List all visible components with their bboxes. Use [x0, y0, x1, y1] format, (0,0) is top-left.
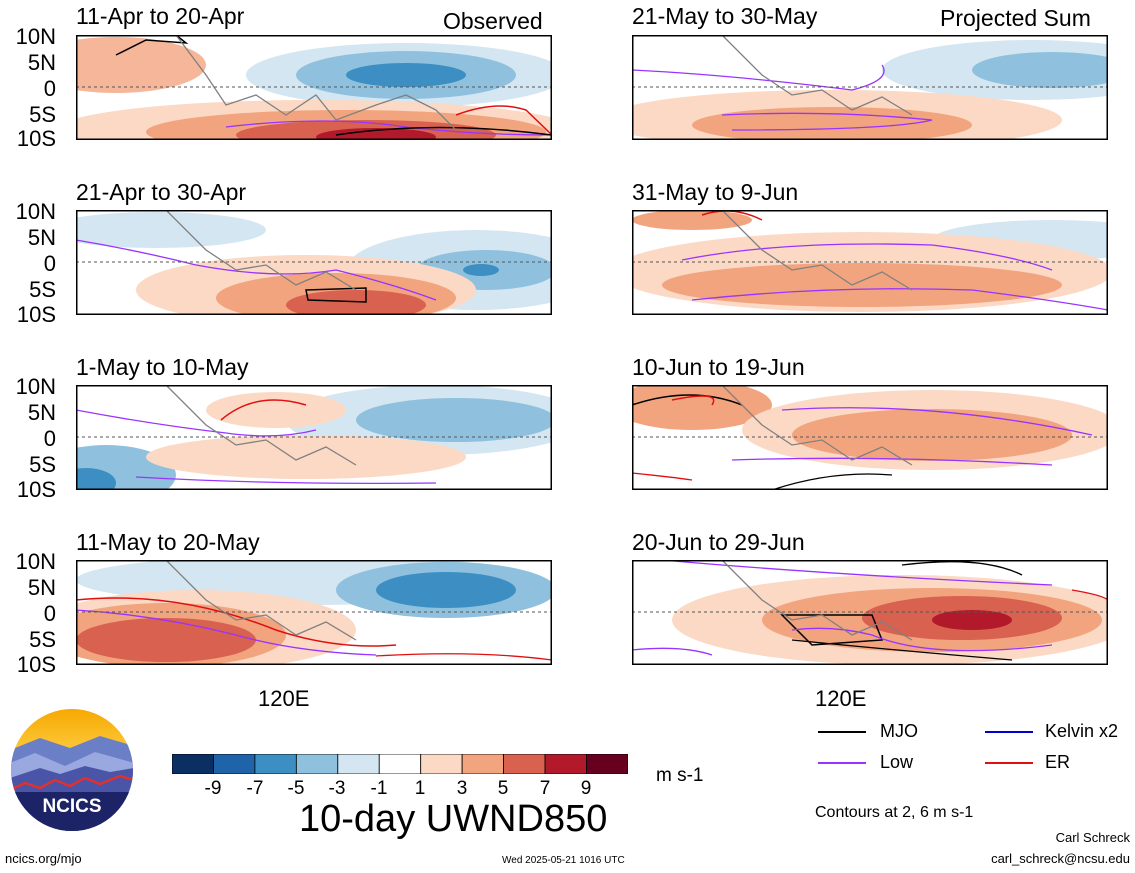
legend-label-kelvin: Kelvin x2: [1045, 721, 1119, 741]
variable-title: 10-day UWND850: [299, 798, 608, 840]
lat-tick-0: 0: [43, 601, 56, 626]
legend-line-low: [818, 762, 866, 764]
lat-tick-5n: 5N: [27, 400, 56, 425]
panel-title-5: 21-May to 30-May: [632, 3, 818, 29]
logo-text: NCICS: [42, 796, 101, 817]
map-panel-8: [632, 560, 1108, 665]
lon-tick-left: 120E: [258, 686, 310, 711]
lat-tick-5s: 5S: [29, 277, 56, 302]
timestamp: Wed 2025-05-21 1016 UTC: [502, 855, 625, 866]
projected-label: Projected Sum: [940, 5, 1091, 31]
lat-tick-10s: 10S: [16, 126, 56, 151]
legend-label-er: ER: [1045, 752, 1071, 772]
map-panel-4: [76, 560, 552, 665]
colorbar-tick: 3: [456, 778, 468, 799]
colorbar-tick: 9: [580, 778, 592, 799]
map-panel-7: [632, 385, 1108, 490]
map-panel-6: [632, 210, 1108, 315]
lat-tick-10n: 10N: [15, 549, 56, 574]
author-name: Carl Schreck: [1055, 830, 1130, 845]
lat-tick-0: 0: [43, 251, 56, 276]
panel-title-6: 31-May to 9-Jun: [632, 179, 799, 205]
map-panel-5: [632, 35, 1108, 140]
lat-tick-5s: 5S: [29, 102, 56, 127]
map-panel-2: [76, 210, 552, 315]
website-link[interactable]: ncics.org/mjo: [5, 851, 82, 866]
legend-label-mjo: MJO: [880, 721, 918, 741]
lat-tick-10s: 10S: [16, 477, 56, 502]
legend-line-kelvin: [985, 731, 1033, 733]
map-panel-1: [76, 35, 552, 140]
lat-tick-5s: 5S: [29, 627, 56, 652]
colorbar-tick: -7: [246, 778, 264, 799]
colorbar-tick: -1: [370, 778, 388, 799]
colorbar-tick: 5: [497, 778, 509, 799]
map-panel-3: [76, 385, 552, 490]
colorbar-tick: -9: [204, 778, 222, 799]
units-label: m s-1: [656, 765, 704, 786]
lat-tick-5n: 5N: [27, 225, 56, 250]
colorbar-tick: 7: [539, 778, 551, 799]
legend-line-er: [985, 762, 1033, 764]
colorbar: [172, 754, 628, 774]
panel-title-8: 20-Jun to 29-Jun: [632, 529, 805, 555]
lat-tick-10s: 10S: [16, 302, 56, 327]
legend-line-mjo: [818, 731, 866, 733]
colorbar-tick: -5: [287, 778, 305, 799]
author-email[interactable]: carl_schreck@ncsu.edu: [991, 851, 1130, 866]
panel-title-2: 21-Apr to 30-Apr: [76, 179, 247, 205]
lat-tick-5n: 5N: [27, 575, 56, 600]
lat-tick-0: 0: [43, 426, 56, 451]
panel-title-7: 10-Jun to 19-Jun: [632, 354, 805, 380]
lat-tick-10n: 10N: [15, 24, 56, 49]
panel-title-3: 1-May to 10-May: [76, 354, 249, 380]
colorbar-tick: -3: [328, 778, 346, 799]
panel-title-1: 11-Apr to 20-Apr: [76, 3, 245, 29]
lat-tick-10n: 10N: [15, 199, 56, 224]
legend-label-low: Low: [880, 752, 914, 772]
colorbar-tick: 1: [414, 778, 426, 799]
panel-title-4: 11-May to 20-May: [76, 529, 260, 555]
observed-label: Observed: [443, 8, 543, 34]
contour-note: Contours at 2, 6 m s-1: [815, 804, 974, 821]
ncics-logo: NCICS: [11, 709, 133, 831]
lat-tick-0: 0: [43, 76, 56, 101]
lat-tick-10s: 10S: [16, 652, 56, 677]
lat-tick-5s: 5S: [29, 452, 56, 477]
lat-tick-10n: 10N: [15, 374, 56, 399]
lat-tick-5n: 5N: [27, 50, 56, 75]
lon-tick-right: 120E: [815, 686, 867, 711]
